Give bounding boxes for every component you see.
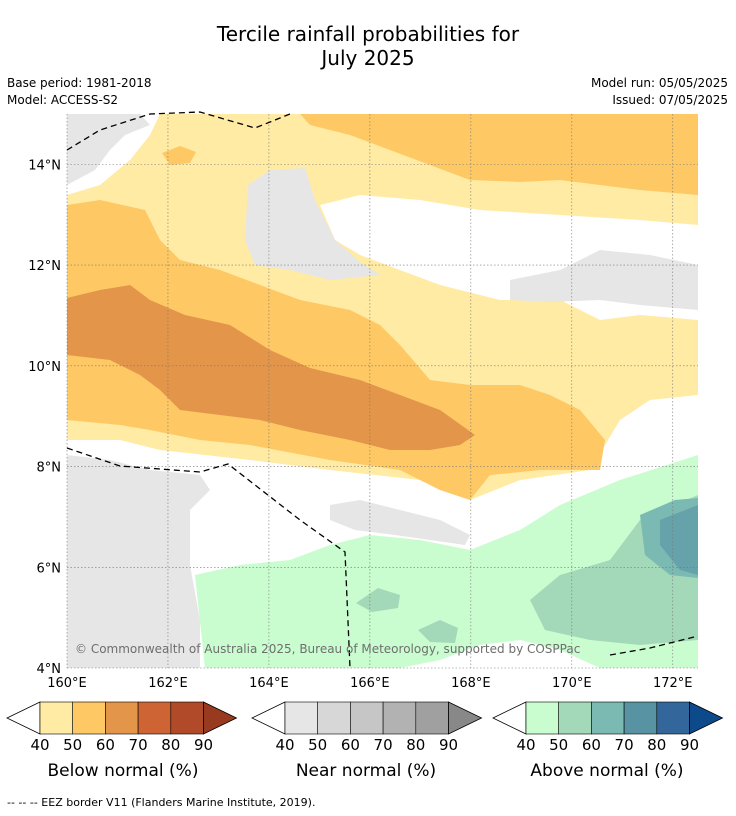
- above-normal-patch-50-a: [356, 588, 400, 612]
- latitude-label: 10°N: [28, 360, 61, 375]
- colorbar-tick-label: 70: [374, 736, 393, 754]
- colorbar-segment: [591, 701, 625, 735]
- colorbar-tick-label: 50: [308, 736, 327, 754]
- above-normal-colorbar-title: Above normal (%): [530, 761, 684, 781]
- colorbar-segment: [350, 701, 384, 735]
- colorbar-extend-low: [251, 701, 286, 735]
- below-normal-patch-50-small: [162, 146, 196, 165]
- eez-border-southeast: [609, 635, 699, 656]
- latitude-label: 4°N: [37, 662, 62, 677]
- graticule: [66, 114, 698, 669]
- below-normal-region-60: [67, 285, 475, 450]
- colorbars: 40 50 60 70 80 90 40 50 60 70 80 90 40 50 60 70 80 90: [6, 701, 724, 754]
- colorbar-tick-label: 80: [647, 736, 666, 754]
- colorbar-tick-label: 80: [406, 736, 425, 754]
- colorbar-segment: [72, 701, 106, 735]
- colorbar-tick-label: 90: [680, 736, 699, 754]
- colorbar-segment: [382, 701, 417, 735]
- near-normal-patch-south: [330, 500, 470, 545]
- colorbar-segment: [656, 701, 690, 735]
- latitude-label: 12°N: [28, 259, 61, 274]
- colorbar-tick-label: 80: [161, 736, 180, 754]
- colorbar-tick-label: 60: [96, 736, 115, 754]
- near-normal-colorbar-title: Near normal (%): [295, 761, 437, 781]
- latitude-labels: 14°N 12°N 10°N 8°N 6°N 4°N: [28, 158, 61, 677]
- longitude-label: 168°E: [451, 676, 491, 691]
- title-line-1: Tercile rainfall probabilities for: [216, 22, 520, 46]
- meta-left: Base period: 1981-2018 Model: ACCESS-S2: [7, 75, 152, 109]
- model-name: Model: ACCESS-S2: [7, 93, 119, 107]
- latitude-label: 14°N: [28, 158, 61, 173]
- latitude-label: 6°N: [37, 561, 62, 576]
- colorbar: 40 50 60 70 80 90: [6, 701, 238, 754]
- copyright-notice: © Commonwealth of Australia 2025, Bureau…: [75, 642, 580, 656]
- colorbar-segment: [137, 701, 172, 735]
- latitude-label: 8°N: [37, 461, 62, 476]
- colorbar-tick-label: 50: [63, 736, 82, 754]
- near-normal-region-nw: [67, 114, 150, 185]
- colorbar-segment: [284, 701, 319, 735]
- colorbar-tick-label: 50: [549, 736, 568, 754]
- colorbar-segment: [558, 701, 592, 735]
- colorbar: 40 50 60 70 80 90: [492, 701, 724, 754]
- colorbar-extend-high: [689, 701, 724, 735]
- longitude-label: 166°E: [350, 676, 390, 691]
- model-run: Model run: 05/05/2025: [590, 76, 728, 90]
- colorbar-tick-label: 90: [439, 736, 458, 754]
- colorbar-segment: [39, 701, 74, 735]
- colorbar: 40 50 60 70 80 90: [251, 701, 483, 754]
- base-period: Base period: 1981-2018: [7, 76, 152, 90]
- colorbar-extend-high: [203, 701, 238, 735]
- longitude-label: 164°E: [249, 676, 289, 691]
- colorbar-tick-label: 70: [129, 736, 148, 754]
- map-title: Tercile rainfall probabilities for July …: [0, 22, 736, 70]
- colorbar-segment: [623, 701, 658, 735]
- eez-borders: [66, 111, 699, 669]
- colorbar-segment: [415, 701, 449, 735]
- longitude-label: 162°E: [148, 676, 188, 691]
- near-normal-region-sw: [67, 455, 210, 668]
- colorbar-tick-label: 40: [516, 736, 535, 754]
- above-normal-patch-50-b: [418, 620, 458, 643]
- issued-date: Issued: 07/05/2025: [612, 93, 728, 107]
- colorbar-segment: [525, 701, 560, 735]
- longitude-labels: 160°E 162°E 164°E 166°E 168°E 170°E 172°E: [47, 676, 692, 691]
- longitude-label: 170°E: [552, 676, 592, 691]
- longitude-label: 160°E: [47, 676, 87, 691]
- meta-right: Model run: 05/05/2025 Issued: 07/05/2025: [591, 75, 728, 109]
- colorbar-tick-label: 90: [194, 736, 213, 754]
- colorbar-extend-low: [6, 701, 41, 735]
- colorbar-tick-label: 70: [615, 736, 634, 754]
- eez-footnote: -- -- -- EEZ border V11 (Flanders Marine…: [7, 796, 316, 809]
- colorbar-tick-label: 40: [275, 736, 294, 754]
- colorbar-segment: [170, 701, 204, 735]
- colorbar-tick-label: 60: [341, 736, 360, 754]
- colorbar-segment: [317, 701, 351, 735]
- near-normal-region-east: [510, 250, 698, 310]
- below-normal-region-50: [67, 200, 605, 500]
- longitude-label: 172°E: [653, 676, 693, 691]
- colorbar-segment: [105, 701, 139, 735]
- eez-border-north: [66, 111, 291, 151]
- map-fields: [67, 114, 698, 668]
- colorbar-extend-low: [492, 701, 527, 735]
- below-normal-region-50-north: [300, 114, 698, 195]
- eez-border-south: [66, 447, 351, 669]
- above-normal-region-70: [660, 505, 698, 575]
- near-normal-region-central: [245, 168, 380, 280]
- below-normal-colorbar-title: Below normal (%): [47, 761, 199, 781]
- colorbar-extend-high: [448, 701, 483, 735]
- title-line-2: July 2025: [321, 46, 415, 70]
- colorbar-tick-label: 40: [30, 736, 49, 754]
- colorbar-tick-label: 60: [582, 736, 601, 754]
